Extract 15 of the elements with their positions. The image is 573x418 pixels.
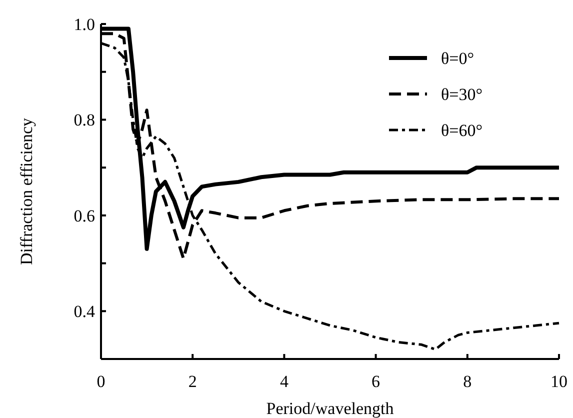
- y-tick-label: 0.8: [74, 110, 95, 130]
- y-tick-label: 1.0: [74, 14, 95, 34]
- x-tick-label: 4: [280, 372, 289, 391]
- x-tick-label: 0: [96, 372, 106, 391]
- y-axis-title: Diffraction efficiency: [17, 117, 36, 266]
- x-axis-title: Period/wavelength: [266, 399, 394, 418]
- x-tick-label: 8: [463, 372, 472, 391]
- y-tick-label: 0.6: [74, 206, 95, 226]
- x-tick-label: 6: [372, 372, 380, 391]
- legend-label: θ=0°: [441, 48, 474, 68]
- legend-label: θ=30°: [441, 84, 483, 104]
- legend-label: θ=60°: [441, 120, 483, 140]
- x-tick-label: 10: [550, 372, 568, 391]
- x-tick-label: 2: [188, 372, 197, 391]
- y-tick-label: 0.4: [74, 302, 96, 322]
